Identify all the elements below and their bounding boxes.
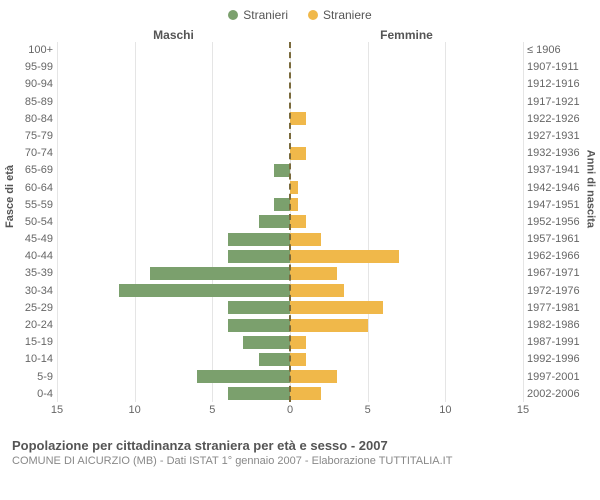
bar-female bbox=[290, 370, 337, 383]
bars-female bbox=[290, 42, 523, 402]
birth-label: 1937-1941 bbox=[527, 162, 588, 178]
y-axis-birth: ≤ 19061907-19111912-1916 1917-19211922-19… bbox=[523, 42, 588, 402]
age-label: 0-4 bbox=[12, 386, 53, 402]
birth-label: 1997-2001 bbox=[527, 369, 588, 385]
bar-female bbox=[290, 233, 321, 246]
caption-title: Popolazione per cittadinanza straniera p… bbox=[12, 438, 588, 453]
bar-male bbox=[228, 319, 290, 332]
caption-subtitle: COMUNE DI AICURZIO (MB) - Dati ISTAT 1° … bbox=[12, 455, 588, 467]
birth-label: 2002-2006 bbox=[527, 386, 588, 402]
birth-label: 1947-1951 bbox=[527, 197, 588, 213]
birth-label: ≤ 1906 bbox=[527, 42, 588, 58]
birth-label: 1992-1996 bbox=[527, 351, 588, 367]
header-female: Femmine bbox=[290, 28, 523, 42]
legend-female: Straniere bbox=[308, 8, 372, 22]
bar-male bbox=[228, 250, 290, 263]
caption: Popolazione per cittadinanza straniera p… bbox=[12, 438, 588, 467]
center-line bbox=[289, 42, 291, 402]
bar-male bbox=[150, 267, 290, 280]
bar-female bbox=[290, 301, 383, 314]
age-label: 90-94 bbox=[12, 76, 53, 92]
header-male: Maschi bbox=[57, 28, 290, 42]
age-label: 75-79 bbox=[12, 128, 53, 144]
birth-label: 1942-1946 bbox=[527, 180, 588, 196]
birth-label: 1972-1976 bbox=[527, 283, 588, 299]
bar-male bbox=[274, 198, 290, 211]
age-label: 80-84 bbox=[12, 111, 53, 127]
bar-female bbox=[290, 198, 298, 211]
bar-male bbox=[228, 387, 290, 400]
female-swatch bbox=[308, 10, 318, 20]
x-tick-label: 15 bbox=[51, 404, 63, 416]
birth-label: 1927-1931 bbox=[527, 128, 588, 144]
age-label: 70-74 bbox=[12, 145, 53, 161]
birth-label: 1977-1981 bbox=[527, 300, 588, 316]
age-label: 55-59 bbox=[12, 197, 53, 213]
column-headers: Maschi Femmine bbox=[12, 28, 588, 42]
birth-label: 1932-1936 bbox=[527, 145, 588, 161]
bars-male bbox=[57, 42, 290, 402]
bar-male bbox=[197, 370, 290, 383]
pyramid-chart: Fasce di età Anni di nascita Maschi Femm… bbox=[12, 28, 588, 428]
age-label: 30-34 bbox=[12, 283, 53, 299]
age-label: 50-54 bbox=[12, 214, 53, 230]
age-label: 95-99 bbox=[12, 59, 53, 75]
age-label: 60-64 bbox=[12, 180, 53, 196]
birth-label: 1917-1921 bbox=[527, 94, 588, 110]
bar-female bbox=[290, 250, 399, 263]
birth-label: 1912-1916 bbox=[527, 76, 588, 92]
x-tick-label: 15 bbox=[517, 404, 529, 416]
bar-male bbox=[243, 336, 290, 349]
x-tick-label: 5 bbox=[209, 404, 215, 416]
bar-male bbox=[228, 233, 290, 246]
age-label: 20-24 bbox=[12, 317, 53, 333]
x-ticks: 15105051015 bbox=[57, 404, 523, 418]
birth-label: 1967-1971 bbox=[527, 265, 588, 281]
bar-female bbox=[290, 267, 337, 280]
x-tick-label: 10 bbox=[129, 404, 141, 416]
birth-label: 1987-1991 bbox=[527, 334, 588, 350]
birth-label: 1922-1926 bbox=[527, 111, 588, 127]
x-tick-label: 0 bbox=[287, 404, 293, 416]
age-label: 40-44 bbox=[12, 248, 53, 264]
bar-female bbox=[290, 112, 306, 125]
bar-male bbox=[259, 215, 290, 228]
bar-male bbox=[228, 301, 290, 314]
bar-male bbox=[119, 284, 290, 297]
male-swatch bbox=[228, 10, 238, 20]
bar-female bbox=[290, 387, 321, 400]
bar-female bbox=[290, 336, 306, 349]
birth-label: 1962-1966 bbox=[527, 248, 588, 264]
age-label: 65-69 bbox=[12, 162, 53, 178]
legend: Stranieri Straniere bbox=[12, 8, 588, 22]
bar-female bbox=[290, 215, 306, 228]
age-label: 35-39 bbox=[12, 265, 53, 281]
age-label: 25-29 bbox=[12, 300, 53, 316]
birth-label: 1952-1956 bbox=[527, 214, 588, 230]
bar-female bbox=[290, 181, 298, 194]
legend-male-label: Stranieri bbox=[243, 8, 288, 22]
y-axis-age: 100+95-9990-94 85-8980-8475-7970-7465-69 6… bbox=[12, 42, 57, 402]
legend-female-label: Straniere bbox=[323, 8, 372, 22]
x-axis: 15 10 5 0 5 10 15 bbox=[12, 404, 588, 418]
bar-female bbox=[290, 147, 306, 160]
age-label: 85-89 bbox=[12, 94, 53, 110]
bar-female bbox=[290, 353, 306, 366]
age-label: 15-19 bbox=[12, 334, 53, 350]
birth-label: 1982-1986 bbox=[527, 317, 588, 333]
bar-male bbox=[259, 353, 290, 366]
age-label: 5-9 bbox=[12, 369, 53, 385]
age-label: 10-14 bbox=[12, 351, 53, 367]
bar-female bbox=[290, 284, 344, 297]
plot-area bbox=[57, 42, 523, 402]
bar-male bbox=[274, 164, 290, 177]
birth-label: 1907-1911 bbox=[527, 59, 588, 75]
age-label: 45-49 bbox=[12, 231, 53, 247]
bar-female bbox=[290, 319, 368, 332]
x-tick-label: 5 bbox=[365, 404, 371, 416]
legend-male: Stranieri bbox=[228, 8, 288, 22]
birth-label: 1957-1961 bbox=[527, 231, 588, 247]
age-label: 100+ bbox=[12, 42, 53, 58]
x-tick-label: 10 bbox=[439, 404, 451, 416]
